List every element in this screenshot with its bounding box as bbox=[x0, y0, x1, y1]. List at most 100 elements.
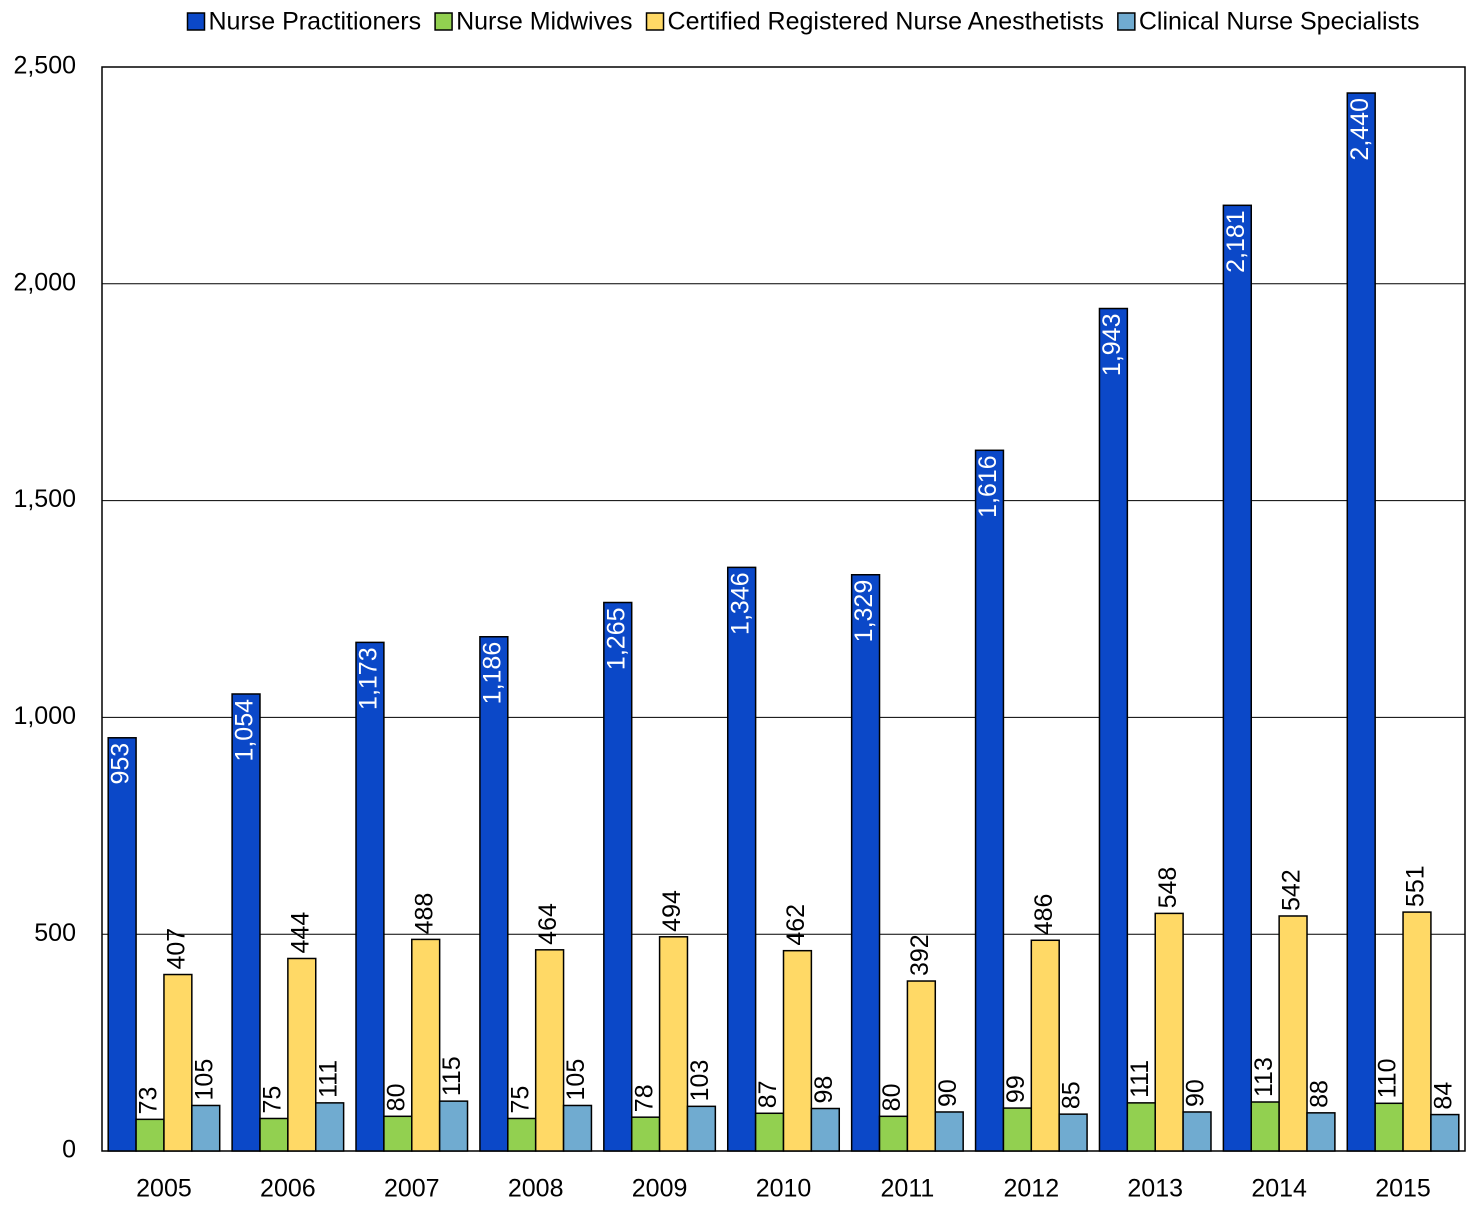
bar bbox=[810, 1107, 841, 1152]
x-tick-label: 2015 bbox=[1375, 1175, 1431, 1203]
bar bbox=[1402, 911, 1432, 1152]
value-label: 2,440 bbox=[1346, 98, 1374, 161]
y-tick-label: 1,000 bbox=[13, 702, 76, 730]
bar bbox=[191, 1104, 221, 1152]
bar bbox=[135, 1118, 165, 1152]
x-tick-label: 2007 bbox=[384, 1175, 440, 1203]
value-label: 84 bbox=[1429, 1082, 1457, 1110]
bar bbox=[850, 573, 881, 1152]
value-label: 90 bbox=[934, 1079, 962, 1107]
legend-swatch bbox=[645, 12, 665, 31]
value-label: 80 bbox=[382, 1083, 410, 1111]
bar bbox=[562, 1104, 593, 1152]
bar bbox=[1126, 1102, 1156, 1152]
bar bbox=[974, 449, 1005, 1152]
bar bbox=[1250, 1101, 1280, 1152]
value-label: 105 bbox=[562, 1059, 590, 1101]
value-label: 115 bbox=[438, 1056, 466, 1096]
legend-label: Nurse Midwives bbox=[456, 8, 632, 36]
value-label: 444 bbox=[286, 912, 314, 954]
value-label: 407 bbox=[163, 928, 191, 970]
value-label: 75 bbox=[259, 1086, 287, 1114]
bar bbox=[231, 693, 261, 1152]
bar bbox=[438, 1100, 469, 1152]
value-label: 99 bbox=[1002, 1075, 1030, 1103]
value-label: 110 bbox=[1374, 1058, 1402, 1098]
bar bbox=[782, 949, 813, 1152]
value-label: 103 bbox=[686, 1060, 714, 1102]
value-label: 1,616 bbox=[974, 455, 1002, 518]
value-label: 2,181 bbox=[1222, 210, 1250, 273]
bar bbox=[603, 601, 633, 1152]
y-tick-label: 2,000 bbox=[13, 268, 76, 296]
value-label: 392 bbox=[906, 934, 934, 976]
bar bbox=[355, 641, 385, 1152]
bar bbox=[1002, 1107, 1033, 1152]
x-tick-label: 2010 bbox=[756, 1175, 812, 1203]
value-label: 113 bbox=[1250, 1057, 1278, 1097]
value-label: 548 bbox=[1154, 867, 1182, 909]
value-label: 105 bbox=[190, 1059, 218, 1101]
y-tick-label: 2,500 bbox=[13, 52, 76, 80]
value-label: 542 bbox=[1278, 869, 1306, 911]
legend-label: Nurse Practitioners bbox=[209, 8, 422, 36]
bar bbox=[686, 1105, 717, 1152]
value-label: 1,173 bbox=[355, 647, 383, 710]
bar bbox=[754, 1112, 785, 1152]
bar bbox=[287, 957, 317, 1152]
bar bbox=[383, 1115, 413, 1152]
y-tick-label: 0 bbox=[62, 1136, 76, 1164]
bar bbox=[1098, 307, 1129, 1152]
value-label: 1,346 bbox=[726, 572, 754, 635]
bar bbox=[1030, 939, 1060, 1152]
value-label: 1,186 bbox=[478, 642, 506, 705]
x-tick-label: 2011 bbox=[881, 1175, 935, 1203]
legend-swatch bbox=[186, 12, 206, 31]
bar bbox=[1346, 92, 1376, 1152]
value-label: 486 bbox=[1030, 894, 1058, 936]
value-label: 494 bbox=[658, 890, 686, 932]
bar bbox=[1278, 915, 1308, 1152]
bar bbox=[1182, 1111, 1212, 1152]
legend-swatch bbox=[1117, 12, 1136, 31]
value-label: 87 bbox=[754, 1080, 782, 1108]
bar bbox=[1222, 204, 1253, 1152]
value-label: 464 bbox=[534, 903, 562, 945]
value-label: 953 bbox=[107, 743, 135, 785]
value-label: 1,054 bbox=[231, 699, 259, 762]
value-label: 85 bbox=[1058, 1081, 1086, 1109]
value-label: 88 bbox=[1306, 1080, 1334, 1108]
y-tick-label: 1,500 bbox=[13, 485, 76, 513]
x-tick-label: 2006 bbox=[260, 1175, 316, 1203]
bar bbox=[314, 1102, 345, 1152]
bar bbox=[630, 1116, 661, 1152]
legend-label: Certified Registered Nurse Anesthetists bbox=[668, 8, 1104, 36]
value-label: 90 bbox=[1182, 1079, 1210, 1107]
x-tick-label: 2012 bbox=[1004, 1175, 1060, 1203]
bar bbox=[1306, 1112, 1336, 1152]
value-label: 1,265 bbox=[602, 607, 630, 670]
value-label: 98 bbox=[810, 1076, 838, 1104]
value-label: 551 bbox=[1402, 865, 1430, 907]
value-label: 462 bbox=[782, 904, 810, 946]
bar bbox=[934, 1111, 964, 1152]
value-label: 1,329 bbox=[850, 580, 878, 643]
value-label: 111 bbox=[314, 1060, 342, 1098]
legend-label: Clinical Nurse Specialists bbox=[1139, 8, 1420, 36]
bar bbox=[479, 636, 509, 1152]
bar bbox=[534, 949, 565, 1152]
bar bbox=[658, 936, 689, 1152]
bar bbox=[163, 973, 193, 1152]
bar bbox=[1374, 1102, 1404, 1152]
x-tick-label: 2008 bbox=[508, 1175, 564, 1203]
x-tick-label: 2013 bbox=[1127, 1175, 1183, 1203]
bar bbox=[878, 1115, 909, 1152]
value-label: 488 bbox=[410, 893, 438, 935]
bar bbox=[107, 737, 137, 1152]
bar bbox=[259, 1117, 289, 1152]
value-label: 111 bbox=[1126, 1060, 1154, 1098]
value-label: 80 bbox=[878, 1083, 906, 1111]
x-tick-label: 2009 bbox=[632, 1175, 688, 1203]
bar bbox=[1058, 1113, 1088, 1152]
